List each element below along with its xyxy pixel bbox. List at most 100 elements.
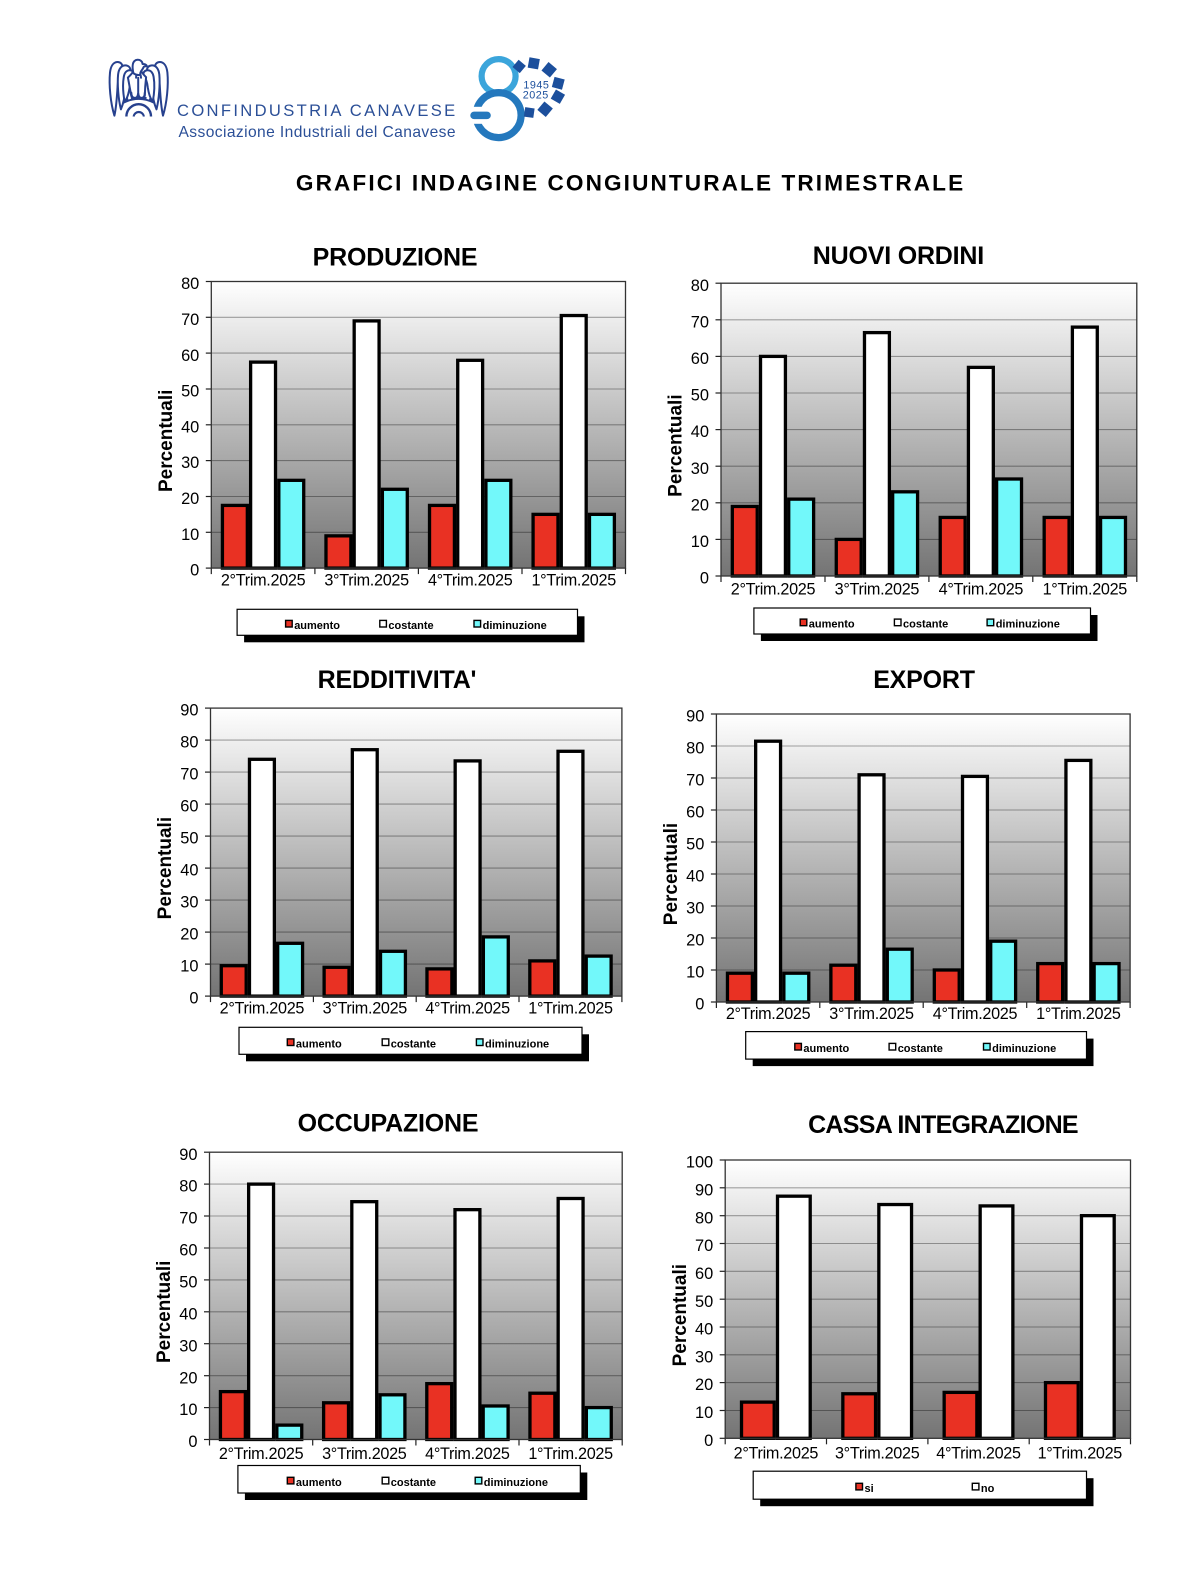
svg-text:3°Trim.2025: 3°Trim.2025 — [835, 581, 920, 599]
svg-text:1°Trim.2025: 1°Trim.2025 — [1036, 1005, 1121, 1023]
svg-text:10: 10 — [181, 526, 199, 544]
svg-text:4°Trim.2025: 4°Trim.2025 — [936, 1445, 1021, 1463]
svg-text:aumento: aumento — [803, 1043, 849, 1055]
svg-text:60: 60 — [181, 347, 199, 365]
svg-text:4°Trim.2025: 4°Trim.2025 — [939, 581, 1024, 599]
svg-text:Percentuali: Percentuali — [666, 394, 687, 496]
svg-text:4°Trim.2025: 4°Trim.2025 — [933, 1005, 1018, 1023]
svg-text:90: 90 — [686, 708, 704, 726]
svg-text:Percentuali: Percentuali — [156, 390, 177, 492]
svg-text:2°Trim.2025: 2°Trim.2025 — [221, 572, 306, 590]
svg-text:40: 40 — [686, 868, 704, 886]
svg-text:Percentuali: Percentuali — [155, 817, 176, 919]
svg-text:40: 40 — [695, 1321, 713, 1339]
svg-text:30: 30 — [180, 894, 198, 912]
svg-text:3°Trim.2025: 3°Trim.2025 — [324, 572, 409, 590]
svg-text:70: 70 — [686, 772, 704, 790]
svg-text:10: 10 — [180, 958, 198, 976]
svg-text:3°Trim.2025: 3°Trim.2025 — [323, 1000, 408, 1018]
svg-text:PRODUZIONE: PRODUZIONE — [313, 243, 478, 271]
svg-text:60: 60 — [179, 1242, 197, 1260]
svg-text:REDDITIVITA': REDDITIVITA' — [318, 666, 477, 694]
svg-text:costante: costante — [903, 619, 948, 631]
svg-text:diminuzione: diminuzione — [485, 1039, 549, 1051]
svg-text:4°Trim.2025: 4°Trim.2025 — [425, 1445, 510, 1463]
svg-text:70: 70 — [691, 313, 709, 331]
svg-text:70: 70 — [181, 311, 199, 329]
svg-text:1°Trim.2025: 1°Trim.2025 — [528, 1000, 613, 1018]
svg-text:NUOVI ORDINI: NUOVI ORDINI — [813, 242, 984, 270]
svg-text:60: 60 — [695, 1265, 713, 1283]
svg-text:50: 50 — [695, 1293, 713, 1311]
svg-text:20: 20 — [181, 490, 199, 508]
svg-text:2°Trim.2025: 2°Trim.2025 — [219, 1445, 304, 1463]
svg-text:aumento: aumento — [296, 1039, 342, 1051]
svg-text:80: 80 — [686, 740, 704, 758]
svg-text:60: 60 — [180, 798, 198, 816]
svg-text:2°Trim.2025: 2°Trim.2025 — [726, 1005, 811, 1023]
svg-text:diminuzione: diminuzione — [484, 1477, 548, 1489]
svg-text:aumento: aumento — [294, 620, 340, 632]
svg-text:2°Trim.2025: 2°Trim.2025 — [734, 1445, 819, 1463]
svg-text:0: 0 — [704, 1432, 713, 1450]
svg-text:3°Trim.2025: 3°Trim.2025 — [835, 1445, 920, 1463]
svg-text:Percentuali: Percentuali — [670, 1264, 691, 1366]
svg-text:0: 0 — [700, 570, 709, 588]
svg-text:90: 90 — [179, 1146, 197, 1164]
svg-text:0: 0 — [188, 1433, 197, 1451]
svg-text:diminuzione: diminuzione — [992, 1043, 1056, 1055]
svg-text:aumento: aumento — [296, 1477, 342, 1489]
svg-text:50: 50 — [179, 1274, 197, 1292]
svg-text:30: 30 — [686, 900, 704, 918]
svg-text:Associazione Industriali del C: Associazione Industriali del Canavese — [179, 124, 456, 141]
svg-text:70: 70 — [180, 766, 198, 784]
svg-text:60: 60 — [686, 804, 704, 822]
svg-text:diminuzione: diminuzione — [483, 620, 547, 632]
svg-text:30: 30 — [181, 454, 199, 472]
svg-text:10: 10 — [179, 1401, 197, 1419]
svg-text:50: 50 — [686, 836, 704, 854]
svg-text:0: 0 — [695, 996, 704, 1014]
svg-text:costante: costante — [391, 1039, 436, 1051]
svg-text:20: 20 — [695, 1376, 713, 1394]
svg-text:GRAFICI INDAGINE CONGIUNTURALE: GRAFICI INDAGINE CONGIUNTURALE TRIMESTRA… — [296, 171, 965, 196]
svg-text:costante: costante — [391, 1477, 436, 1489]
svg-text:Percentuali: Percentuali — [154, 1261, 175, 1363]
svg-text:20: 20 — [686, 932, 704, 950]
svg-text:90: 90 — [695, 1181, 713, 1199]
svg-text:0: 0 — [189, 990, 198, 1008]
svg-text:2°Trim.2025: 2°Trim.2025 — [220, 1000, 305, 1018]
svg-text:40: 40 — [179, 1305, 197, 1323]
svg-text:30: 30 — [179, 1337, 197, 1355]
svg-text:no: no — [981, 1483, 995, 1495]
svg-text:1°Trim.2025: 1°Trim.2025 — [1038, 1445, 1123, 1463]
svg-text:30: 30 — [695, 1348, 713, 1366]
svg-text:4°Trim.2025: 4°Trim.2025 — [428, 572, 513, 590]
svg-text:4°Trim.2025: 4°Trim.2025 — [425, 1000, 510, 1018]
svg-text:diminuzione: diminuzione — [996, 619, 1060, 631]
svg-text:OCCUPAZIONE: OCCUPAZIONE — [298, 1110, 479, 1138]
svg-text:aumento: aumento — [809, 619, 855, 631]
svg-text:30: 30 — [691, 460, 709, 478]
svg-text:90: 90 — [180, 702, 198, 720]
svg-text:1°Trim.2025: 1°Trim.2025 — [1043, 581, 1128, 599]
svg-text:40: 40 — [691, 423, 709, 441]
svg-text:20: 20 — [179, 1369, 197, 1387]
svg-text:50: 50 — [181, 383, 199, 401]
svg-text:50: 50 — [180, 830, 198, 848]
svg-text:costante: costante — [898, 1043, 943, 1055]
svg-text:CONFINDUSTRIA CANAVESE: CONFINDUSTRIA CANAVESE — [177, 101, 458, 120]
svg-text:Percentuali: Percentuali — [661, 823, 682, 925]
svg-text:CASSA INTEGRAZIONE: CASSA INTEGRAZIONE — [808, 1111, 1078, 1139]
svg-text:20: 20 — [180, 926, 198, 944]
svg-text:70: 70 — [179, 1210, 197, 1228]
svg-text:0: 0 — [190, 562, 199, 580]
svg-text:80: 80 — [691, 277, 709, 295]
svg-text:70: 70 — [695, 1237, 713, 1255]
svg-text:3°Trim.2025: 3°Trim.2025 — [829, 1005, 914, 1023]
svg-text:10: 10 — [695, 1404, 713, 1422]
svg-text:40: 40 — [181, 418, 199, 436]
svg-text:2°Trim.2025: 2°Trim.2025 — [731, 581, 816, 599]
svg-text:1°Trim.2025: 1°Trim.2025 — [528, 1445, 613, 1463]
svg-text:50: 50 — [691, 387, 709, 405]
